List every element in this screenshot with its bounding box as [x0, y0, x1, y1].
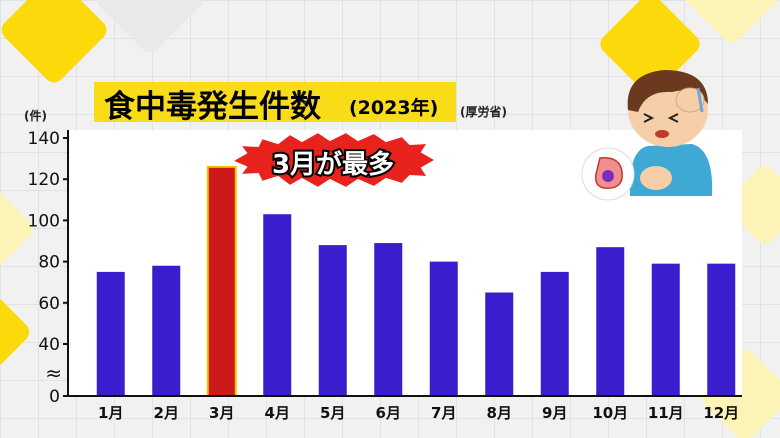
x-tick-label: 7月 — [431, 404, 456, 422]
chart-title: 食中毒発生件数 — [104, 89, 321, 125]
x-tick-label: 10月 — [592, 404, 628, 422]
y-tick-label: 140 — [28, 129, 60, 149]
bar-3月 — [206, 165, 237, 397]
x-tick-label: 5月 — [320, 404, 345, 422]
callout-burst-shape — [229, 130, 439, 190]
source-label: (厚労省) — [460, 105, 507, 119]
x-tick-label: 6月 — [376, 404, 401, 422]
x-tick-label: 12月 — [703, 404, 739, 422]
y-tick-label: 60 — [38, 294, 60, 314]
y-tick-label: 100 — [28, 211, 60, 231]
x-tick-label: 3月 — [209, 404, 234, 422]
bar-12月 — [707, 263, 736, 396]
callout-badge: 3月が最多 — [229, 130, 439, 190]
x-tick-label: 4月 — [265, 404, 290, 422]
title-box — [94, 82, 456, 122]
bar-11月 — [651, 263, 680, 396]
callout-text: 3月が最多 — [272, 149, 394, 180]
bar-1月 — [96, 271, 125, 396]
bar-8月 — [485, 292, 514, 396]
y-tick-label: 120 — [28, 170, 60, 190]
x-tick-label: 1月 — [98, 404, 123, 422]
y-unit-label: (件) — [24, 109, 47, 123]
chart-title-year: (2023年) — [349, 97, 439, 119]
bar-9月 — [540, 271, 569, 396]
bar-5月 — [318, 245, 347, 396]
bar-4月 — [263, 214, 292, 396]
x-tick-label: 2月 — [154, 404, 179, 422]
y-tick-label: 80 — [38, 253, 60, 273]
axis-break-mark: ≈ — [45, 361, 62, 385]
sick-boy-stomachache-icon — [581, 70, 713, 201]
x-tick-label: 11月 — [648, 404, 684, 422]
y-tick-label: 0 — [49, 387, 60, 407]
y-tick-label: 40 — [38, 335, 60, 355]
x-tick-label: 8月 — [487, 404, 512, 422]
bar-6月 — [374, 243, 403, 396]
bar-7月 — [429, 261, 458, 396]
bar-10月 — [596, 247, 625, 396]
bar-2月 — [152, 265, 181, 396]
x-tick-label: 9月 — [542, 404, 567, 422]
